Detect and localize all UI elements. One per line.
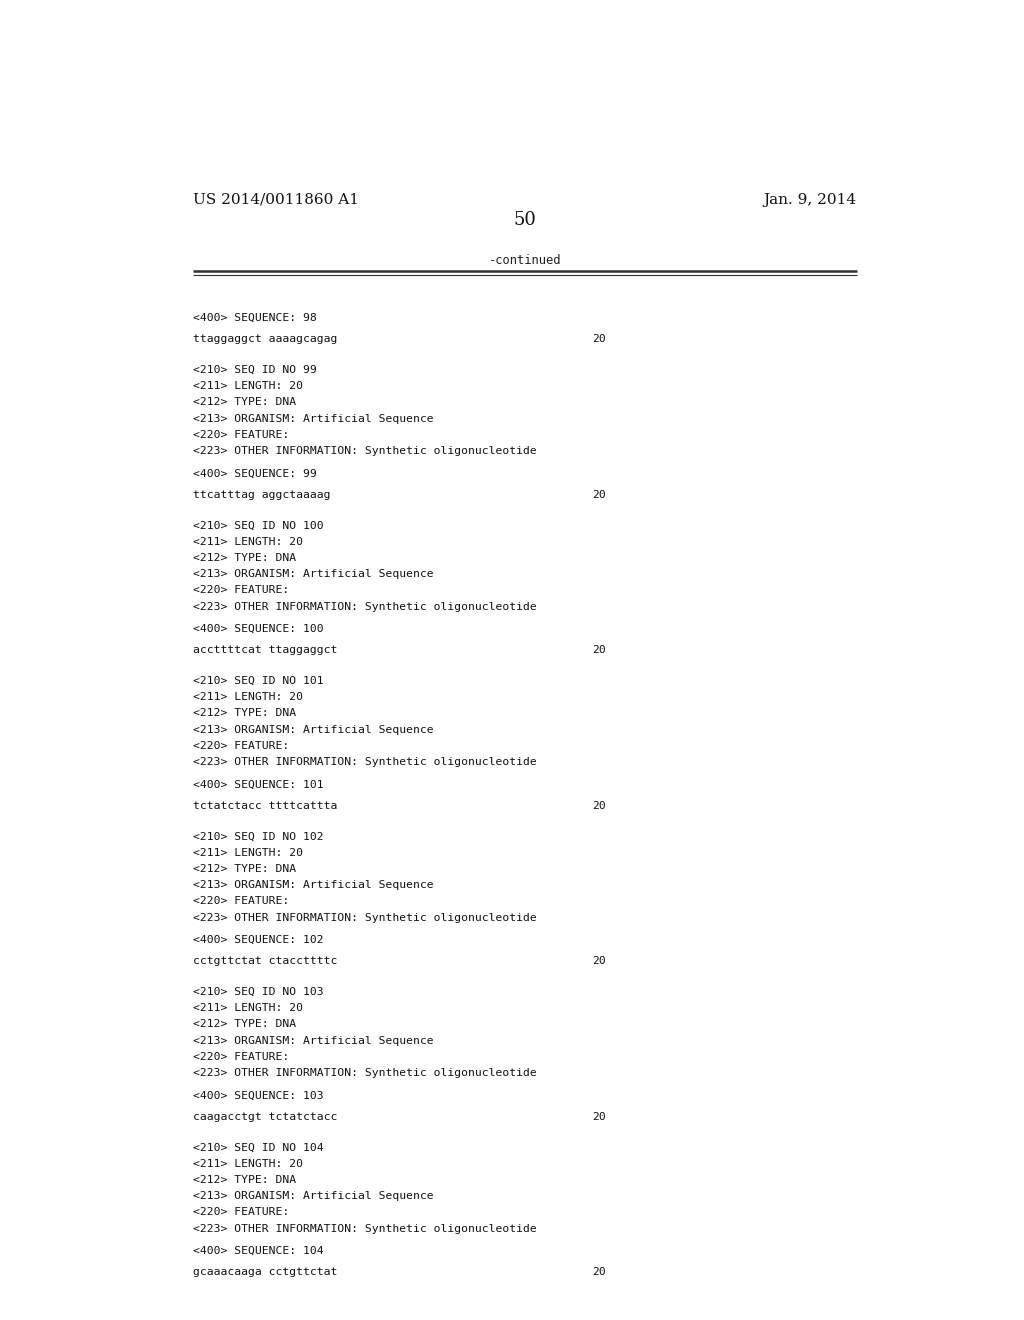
Text: <400> SEQUENCE: 103: <400> SEQUENCE: 103 [194, 1090, 324, 1101]
Text: 20: 20 [592, 1267, 606, 1278]
Text: <210> SEQ ID NO 101: <210> SEQ ID NO 101 [194, 676, 324, 686]
Text: <220> FEATURE:: <220> FEATURE: [194, 585, 290, 595]
Text: <212> TYPE: DNA: <212> TYPE: DNA [194, 1019, 296, 1030]
Text: -continued: -continued [488, 253, 561, 267]
Text: <400> SEQUENCE: 100: <400> SEQUENCE: 100 [194, 624, 324, 634]
Text: <220> FEATURE:: <220> FEATURE: [194, 1208, 290, 1217]
Text: <210> SEQ ID NO 102: <210> SEQ ID NO 102 [194, 832, 324, 841]
Text: accttttcat ttaggaggct: accttttcat ttaggaggct [194, 645, 338, 655]
Text: 20: 20 [592, 801, 606, 810]
Text: <223> OTHER INFORMATION: Synthetic oligonucleotide: <223> OTHER INFORMATION: Synthetic oligo… [194, 912, 537, 923]
Text: <212> TYPE: DNA: <212> TYPE: DNA [194, 709, 296, 718]
Text: 20: 20 [592, 645, 606, 655]
Text: Jan. 9, 2014: Jan. 9, 2014 [764, 193, 856, 207]
Text: <400> SEQUENCE: 101: <400> SEQUENCE: 101 [194, 779, 324, 789]
Text: 20: 20 [592, 1111, 606, 1122]
Text: <211> LENGTH: 20: <211> LENGTH: 20 [194, 1159, 303, 1168]
Text: 20: 20 [592, 334, 606, 345]
Text: <211> LENGTH: 20: <211> LENGTH: 20 [194, 381, 303, 391]
Text: 20: 20 [592, 490, 606, 500]
Text: <211> LENGTH: 20: <211> LENGTH: 20 [194, 847, 303, 858]
Text: <212> TYPE: DNA: <212> TYPE: DNA [194, 553, 296, 562]
Text: <223> OTHER INFORMATION: Synthetic oligonucleotide: <223> OTHER INFORMATION: Synthetic oligo… [194, 758, 537, 767]
Text: <210> SEQ ID NO 104: <210> SEQ ID NO 104 [194, 1142, 324, 1152]
Text: <400> SEQUENCE: 98: <400> SEQUENCE: 98 [194, 313, 316, 323]
Text: US 2014/0011860 A1: US 2014/0011860 A1 [194, 193, 359, 207]
Text: <223> OTHER INFORMATION: Synthetic oligonucleotide: <223> OTHER INFORMATION: Synthetic oligo… [194, 446, 537, 455]
Text: <220> FEATURE:: <220> FEATURE: [194, 430, 290, 440]
Text: ttaggaggct aaaagcagag: ttaggaggct aaaagcagag [194, 334, 338, 345]
Text: <210> SEQ ID NO 103: <210> SEQ ID NO 103 [194, 987, 324, 997]
Text: <211> LENGTH: 20: <211> LENGTH: 20 [194, 536, 303, 546]
Text: <220> FEATURE:: <220> FEATURE: [194, 896, 290, 907]
Text: <400> SEQUENCE: 102: <400> SEQUENCE: 102 [194, 935, 324, 945]
Text: <212> TYPE: DNA: <212> TYPE: DNA [194, 397, 296, 408]
Text: <213> ORGANISM: Artificial Sequence: <213> ORGANISM: Artificial Sequence [194, 1191, 434, 1201]
Text: <213> ORGANISM: Artificial Sequence: <213> ORGANISM: Artificial Sequence [194, 880, 434, 890]
Text: 50: 50 [513, 211, 537, 230]
Text: <210> SEQ ID NO 100: <210> SEQ ID NO 100 [194, 520, 324, 531]
Text: <211> LENGTH: 20: <211> LENGTH: 20 [194, 1003, 303, 1012]
Text: caagacctgt tctatctacc: caagacctgt tctatctacc [194, 1111, 338, 1122]
Text: <223> OTHER INFORMATION: Synthetic oligonucleotide: <223> OTHER INFORMATION: Synthetic oligo… [194, 1068, 537, 1078]
Text: <212> TYPE: DNA: <212> TYPE: DNA [194, 1175, 296, 1185]
Text: <220> FEATURE:: <220> FEATURE: [194, 1052, 290, 1061]
Text: <213> ORGANISM: Artificial Sequence: <213> ORGANISM: Artificial Sequence [194, 413, 434, 424]
Text: <213> ORGANISM: Artificial Sequence: <213> ORGANISM: Artificial Sequence [194, 725, 434, 734]
Text: <210> SEQ ID NO 99: <210> SEQ ID NO 99 [194, 364, 316, 375]
Text: <223> OTHER INFORMATION: Synthetic oligonucleotide: <223> OTHER INFORMATION: Synthetic oligo… [194, 602, 537, 611]
Text: <213> ORGANISM: Artificial Sequence: <213> ORGANISM: Artificial Sequence [194, 569, 434, 579]
Text: ttcatttag aggctaaaag: ttcatttag aggctaaaag [194, 490, 331, 500]
Text: <211> LENGTH: 20: <211> LENGTH: 20 [194, 692, 303, 702]
Text: <212> TYPE: DNA: <212> TYPE: DNA [194, 863, 296, 874]
Text: <400> SEQUENCE: 99: <400> SEQUENCE: 99 [194, 469, 316, 478]
Text: gcaaacaaga cctgttctat: gcaaacaaga cctgttctat [194, 1267, 338, 1278]
Text: tctatctacc ttttcattta: tctatctacc ttttcattta [194, 801, 338, 810]
Text: cctgttctat ctaccttttc: cctgttctat ctaccttttc [194, 956, 338, 966]
Text: 20: 20 [592, 956, 606, 966]
Text: <213> ORGANISM: Artificial Sequence: <213> ORGANISM: Artificial Sequence [194, 1036, 434, 1045]
Text: <400> SEQUENCE: 104: <400> SEQUENCE: 104 [194, 1246, 324, 1255]
Text: <220> FEATURE:: <220> FEATURE: [194, 741, 290, 751]
Text: <223> OTHER INFORMATION: Synthetic oligonucleotide: <223> OTHER INFORMATION: Synthetic oligo… [194, 1224, 537, 1234]
